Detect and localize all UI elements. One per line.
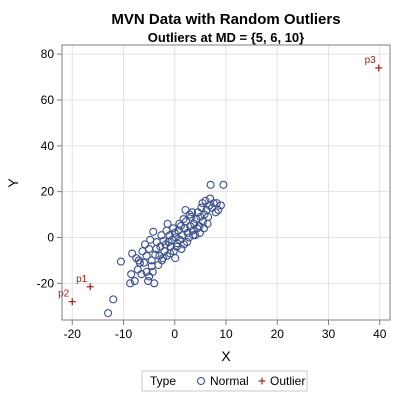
normal-point: [212, 199, 221, 208]
x-tick-label: 10: [219, 327, 233, 341]
y-axis-label: Y: [5, 178, 21, 188]
normal-point: [185, 210, 194, 219]
normal-point: [175, 235, 184, 244]
normal-point: [219, 180, 228, 189]
legend-title: Type: [150, 374, 176, 388]
normal-point: [145, 244, 154, 254]
y-tick-label: 0: [47, 231, 54, 245]
legend-normal-label: Normal: [210, 374, 249, 388]
normal-point: [175, 219, 184, 228]
outlier-point: [68, 298, 76, 306]
data-points: p1 p2 p3: [58, 55, 383, 318]
x-axis-label: X: [221, 348, 231, 364]
grid-lines: [62, 45, 390, 320]
normal-point: [189, 231, 198, 240]
y-tick-label: -20: [37, 276, 55, 290]
legend-normal-marker: [196, 376, 206, 386]
normal-point: [183, 238, 192, 247]
y-tick-label: 60: [41, 93, 55, 107]
normal-point: [140, 240, 150, 249]
normal-point: [152, 244, 161, 254]
normal-point: [187, 212, 196, 221]
normal-point: [128, 249, 137, 258]
normal-point: [142, 267, 151, 276]
x-axis-ticks: -20 -10 0 10 20 30 40: [64, 320, 387, 341]
normal-point: [198, 199, 207, 208]
normal-point: [199, 224, 209, 233]
x-tick-label: -20: [64, 327, 82, 341]
normal-point: [139, 258, 149, 267]
x-tick-label: 30: [322, 327, 336, 341]
normal-point: [152, 238, 161, 247]
normal-point: [179, 215, 188, 224]
normal-point: [169, 224, 178, 233]
normal-point: [116, 257, 125, 266]
legend-box: [141, 370, 308, 392]
normal-point: [142, 251, 151, 260]
y-tick-label: 20: [41, 185, 55, 199]
normal-point: [137, 270, 146, 279]
normal-point: [104, 309, 113, 318]
normal-point: [138, 247, 147, 256]
normal-point: [211, 208, 220, 217]
normal-point: [177, 244, 186, 254]
x-tick-label: 0: [171, 327, 178, 341]
chart-subtitle: Outliers at MD = {5, 6, 10}: [148, 30, 304, 45]
normal-point: [216, 201, 225, 210]
normal-point: [206, 194, 215, 203]
normal-point: [158, 254, 168, 263]
normal-point: [157, 231, 166, 240]
normal-point: [149, 227, 158, 236]
normal-point: [148, 267, 157, 276]
normal-point: [171, 254, 180, 263]
normal-point: [130, 276, 139, 286]
x-tick-label: 20: [271, 327, 285, 341]
normal-point: [134, 256, 143, 265]
y-axis-ticks: -20 0 20 40 60 80: [37, 47, 62, 290]
normal-point: [163, 219, 172, 228]
outlier-label: p3: [365, 55, 377, 66]
normal-point: [181, 205, 190, 215]
normal-point: [109, 295, 118, 304]
normal-point: [197, 203, 206, 212]
normal-point: [127, 270, 136, 279]
normal-point: [133, 265, 142, 274]
x-tick-label: 40: [373, 327, 387, 341]
legend-outlier-marker: [258, 377, 266, 385]
legend: Type Normal Outlier: [141, 370, 308, 392]
chart-title: MVN Data with Random Outliers: [111, 11, 340, 28]
normal-point: [154, 260, 163, 270]
outlier-point: [86, 283, 94, 291]
normal-point: [186, 221, 195, 231]
normal-point: [126, 279, 135, 288]
normal-point: [146, 235, 155, 244]
normal-point: [172, 242, 181, 251]
x-tick-label: -10: [115, 327, 133, 341]
legend-outlier-label: Outlier: [270, 374, 305, 388]
normal-point: [144, 276, 153, 286]
outlier-point: [375, 64, 383, 72]
normal-point: [196, 212, 205, 221]
y-tick-label: 40: [41, 139, 55, 153]
outlier-label: p1: [76, 274, 88, 285]
normal-point: [166, 249, 175, 258]
normal-point: [176, 221, 185, 231]
normal-point: [206, 180, 215, 189]
outlier-label: p2: [58, 289, 70, 300]
normal-point: [151, 250, 160, 259]
y-tick-label: 80: [41, 47, 55, 61]
normal-point: [147, 256, 156, 265]
